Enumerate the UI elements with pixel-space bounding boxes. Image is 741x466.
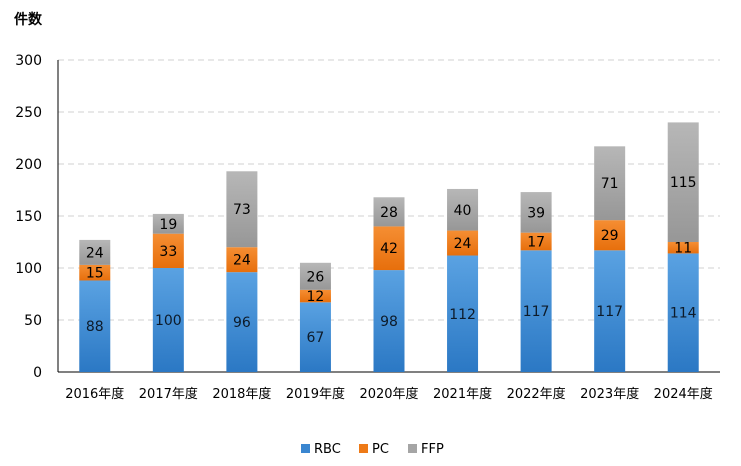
bar-rbc-6 (520, 250, 552, 372)
y-tick-label: 0 (33, 365, 42, 381)
data-label-ffp: 115 (670, 175, 697, 191)
x-tick-label: 2024年度 (654, 386, 713, 402)
data-label-rbc: 114 (670, 306, 697, 322)
y-tick-label: 250 (15, 105, 42, 121)
bar-pc-2 (226, 247, 258, 273)
data-label-rbc: 96 (233, 315, 251, 331)
bar-rbc-4 (373, 270, 405, 372)
bar-rbc-0 (79, 280, 111, 372)
data-label-rbc: 98 (380, 314, 398, 330)
data-label-ffp: 24 (86, 245, 104, 261)
x-tick-label: 2018年度 (212, 386, 271, 402)
legend: RBC PC FFP (301, 442, 444, 457)
legend-label-pc: PC (372, 442, 389, 457)
x-tick-label: 2022年度 (507, 386, 566, 402)
bar-ffp-7 (594, 146, 626, 221)
bar-pc-8 (667, 242, 699, 254)
y-tick-label: 100 (15, 261, 42, 277)
bar-ffp-1 (152, 213, 184, 234)
bar-pc-1 (152, 233, 184, 268)
x-tick-label: 2019年度 (286, 386, 345, 402)
bar-ffp-3 (299, 262, 331, 290)
data-label-ffp: 19 (159, 217, 177, 233)
x-tick-label: 2016年度 (65, 386, 124, 402)
data-label-ffp: 71 (601, 176, 619, 192)
bar-rbc-2 (226, 272, 258, 372)
y-tick-label: 50 (24, 313, 42, 329)
y-tick-label: 150 (15, 209, 42, 225)
bar-ffp-2 (226, 171, 258, 248)
data-label-pc: 24 (233, 253, 251, 269)
x-tick-label: 2021年度 (433, 386, 492, 402)
bar-pc-3 (299, 289, 331, 303)
data-label-pc: 29 (601, 228, 619, 244)
data-label-rbc: 117 (523, 304, 550, 320)
data-label-ffp: 73 (233, 202, 251, 218)
bar-pc-6 (520, 232, 552, 251)
bar-rbc-8 (667, 253, 699, 372)
bar-pc-7 (594, 220, 626, 251)
y-axis-unit-label: 件数 (14, 11, 43, 28)
bar-ffp-6 (520, 192, 552, 233)
legend-swatch-rbc (301, 444, 310, 453)
legend-label-ffp: FFP (421, 442, 444, 457)
bar-pc-4 (373, 226, 405, 271)
data-label-pc: 15 (86, 266, 104, 282)
data-label-pc: 33 (159, 244, 177, 260)
data-label-ffp: 39 (527, 205, 545, 221)
data-label-ffp: 40 (454, 203, 472, 219)
bar-pc-5 (447, 230, 479, 256)
data-label-pc: 17 (527, 234, 545, 250)
bar-ffp-8 (667, 122, 699, 242)
data-label-pc: 42 (380, 241, 398, 257)
data-label-rbc: 88 (86, 319, 104, 335)
legend-swatch-ffp (408, 444, 417, 453)
legend-swatch-pc (359, 444, 368, 453)
bars (79, 122, 699, 372)
bar-rbc-1 (152, 268, 184, 372)
bar-rbc-5 (447, 255, 479, 372)
data-label-ffp: 26 (307, 269, 325, 285)
y-tick-label: 200 (15, 157, 42, 173)
bar-ffp-0 (79, 239, 111, 265)
data-label-pc: 11 (674, 241, 692, 257)
x-tick-label: 2020年度 (359, 386, 418, 402)
bar-ffp-5 (447, 188, 479, 231)
data-label-pc: 24 (454, 236, 472, 252)
x-tick-label: 2023年度 (580, 386, 639, 402)
data-label-rbc: 117 (596, 304, 623, 320)
data-label-pc: 12 (307, 289, 325, 305)
legend-label-rbc: RBC (314, 442, 341, 457)
data-labels: 88 15 24 100 33 19 96 24 73 67 12 26 98 42 28 112 24 40 11… (86, 175, 697, 346)
x-tick-label: 2017年度 (139, 386, 198, 402)
bar-ffp-4 (373, 197, 405, 227)
bar-pc-0 (79, 264, 111, 281)
y-tick-label: 300 (15, 53, 42, 69)
data-label-rbc: 112 (449, 307, 476, 323)
bar-rbc-7 (594, 250, 626, 372)
bar-rbc-3 (299, 302, 331, 372)
data-label-ffp: 28 (380, 205, 398, 221)
data-label-rbc: 67 (307, 330, 325, 346)
data-label-rbc: 100 (155, 313, 182, 329)
